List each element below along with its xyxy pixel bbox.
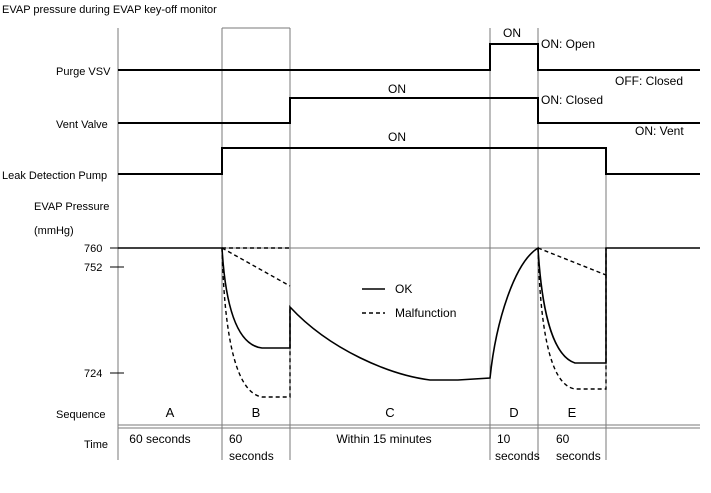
time-e-line1: 60 [556, 432, 570, 446]
tick-label-724: 724 [84, 368, 102, 380]
purge-off-closed-label: OFF: Closed [615, 74, 683, 88]
evap-malfunction-curve-e [537, 247, 607, 390]
purge-on-open-label: ON: Open [541, 37, 595, 51]
purge-vsv-trace [118, 43, 700, 71]
time-b-line1: 60 [229, 432, 243, 446]
sequence-d: D [509, 405, 518, 420]
label-evap-pressure: EVAP Pressure [34, 201, 109, 213]
tick-label-760: 760 [84, 243, 102, 255]
vent-on-closed-label: ON: Closed [541, 93, 603, 107]
sequence-b: B [252, 405, 261, 420]
label-purge-vsv: Purge VSV [56, 66, 111, 78]
legend-ok-label: OK [395, 282, 412, 296]
sequence-c: C [385, 405, 394, 420]
time-c: Within 15 minutes [336, 432, 431, 446]
pump-trace [118, 147, 700, 175]
time-a: 60 seconds [129, 432, 190, 446]
time-d-line2: seconds [495, 449, 540, 463]
sequence-a: A [166, 405, 175, 420]
legend-malfunction-label: Malfunction [395, 306, 456, 320]
evap-malfunction-slope-e [537, 247, 607, 276]
evap-malfunction-slope-b [221, 247, 291, 287]
vent-valve-trace [118, 97, 700, 124]
evap-malfunction-curve-b [221, 247, 291, 398]
pump-on-label: ON [388, 130, 406, 144]
time-e-line2: seconds [556, 449, 601, 463]
label-leak-detection-pump: Leak Detection Pump [2, 170, 107, 182]
sequence-e: E [568, 405, 577, 420]
label-vent-valve: Vent Valve [56, 119, 108, 131]
label-unit: (mmHg) [34, 225, 74, 237]
time-b-line2: seconds [229, 449, 274, 463]
evap-ok-curve [118, 246, 700, 381]
vent-on-vent-label: ON: Vent [635, 124, 684, 138]
time-row-label: Time [84, 439, 108, 451]
purge-on-label: ON [503, 26, 521, 40]
time-d-line1: 10 [497, 432, 511, 446]
sequence-row-label: Sequence [56, 409, 106, 421]
vent-on-label: ON [388, 82, 406, 96]
tick-label-752: 752 [84, 262, 102, 274]
diagram-title: EVAP pressure during EVAP key-off monito… [2, 4, 217, 16]
